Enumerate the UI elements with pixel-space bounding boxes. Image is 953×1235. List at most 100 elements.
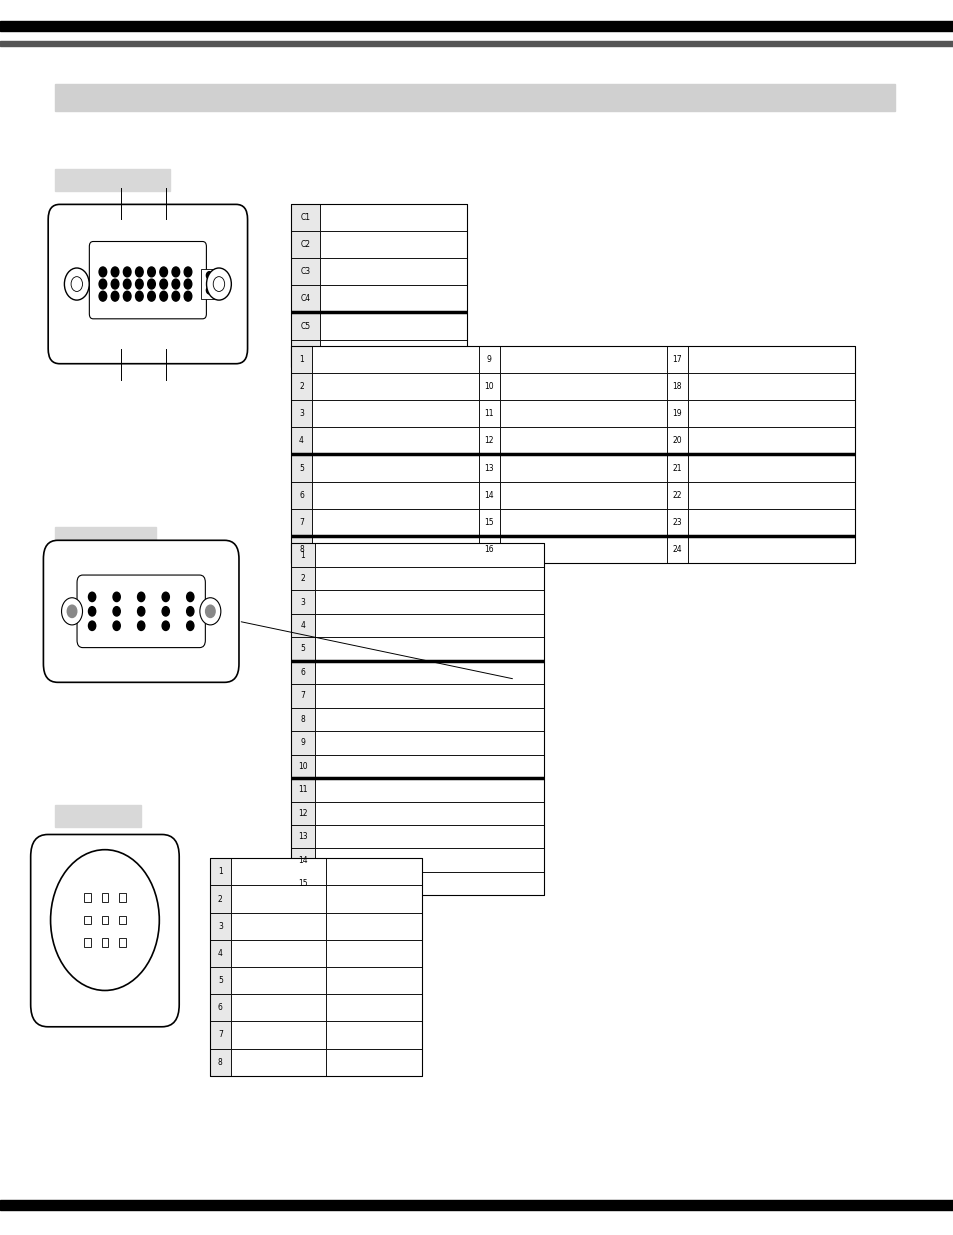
Text: 8: 8: [299, 545, 303, 555]
Text: 7: 7: [217, 1030, 223, 1040]
Bar: [291, 684, 314, 708]
Circle shape: [99, 279, 107, 289]
Bar: [478, 400, 499, 427]
Circle shape: [65, 268, 90, 300]
Text: 7: 7: [298, 517, 304, 527]
FancyBboxPatch shape: [49, 204, 248, 363]
Bar: [319, 285, 467, 312]
Bar: [291, 400, 312, 427]
Circle shape: [187, 621, 193, 630]
Text: 3: 3: [300, 598, 305, 606]
Bar: [666, 400, 687, 427]
Bar: [84, 916, 91, 924]
Text: 1: 1: [300, 551, 305, 559]
Bar: [499, 536, 666, 563]
Bar: [312, 400, 478, 427]
Bar: [687, 454, 854, 482]
Bar: [666, 536, 687, 563]
Bar: [314, 825, 543, 848]
Circle shape: [148, 291, 155, 301]
Bar: [312, 346, 478, 373]
Circle shape: [148, 267, 155, 277]
Bar: [291, 637, 314, 661]
Bar: [666, 346, 687, 373]
Bar: [326, 994, 421, 1021]
FancyBboxPatch shape: [77, 576, 205, 647]
Text: 4: 4: [217, 948, 223, 958]
Bar: [314, 590, 543, 614]
Bar: [314, 755, 543, 778]
Circle shape: [148, 279, 155, 289]
Bar: [687, 427, 854, 454]
Bar: [319, 312, 467, 340]
Text: 5: 5: [298, 463, 304, 473]
Circle shape: [135, 279, 143, 289]
Text: 3: 3: [217, 921, 223, 931]
Bar: [687, 373, 854, 400]
Bar: [499, 346, 666, 373]
Bar: [291, 454, 312, 482]
Bar: [231, 858, 326, 885]
Bar: [291, 567, 314, 590]
Bar: [231, 1049, 326, 1076]
Bar: [210, 913, 231, 940]
Bar: [314, 543, 543, 567]
Circle shape: [89, 621, 95, 630]
Text: 18: 18: [672, 382, 681, 391]
Bar: [314, 661, 543, 684]
Bar: [291, 346, 854, 563]
Bar: [119, 916, 126, 924]
Text: 2: 2: [300, 574, 305, 583]
Bar: [291, 373, 312, 400]
Bar: [291, 614, 314, 637]
Text: 3: 3: [298, 409, 304, 419]
Bar: [687, 509, 854, 536]
Text: 2: 2: [299, 382, 303, 391]
Circle shape: [99, 291, 107, 301]
Text: 19: 19: [672, 409, 681, 419]
Circle shape: [99, 267, 107, 277]
Circle shape: [137, 621, 145, 630]
Text: 20: 20: [672, 436, 681, 446]
Circle shape: [71, 277, 83, 291]
Bar: [478, 454, 499, 482]
Circle shape: [123, 279, 131, 289]
Circle shape: [160, 291, 168, 301]
Bar: [326, 913, 421, 940]
Bar: [499, 509, 666, 536]
Bar: [312, 482, 478, 509]
Text: 14: 14: [484, 490, 494, 500]
Text: 23: 23: [672, 517, 681, 527]
Bar: [319, 340, 467, 367]
Bar: [478, 509, 499, 536]
Bar: [210, 1021, 231, 1049]
Bar: [291, 872, 314, 895]
Circle shape: [61, 598, 83, 625]
Text: 6: 6: [217, 1003, 223, 1013]
Text: 4: 4: [300, 621, 305, 630]
Text: C4: C4: [300, 294, 310, 304]
Bar: [55, 169, 170, 191]
Bar: [312, 454, 478, 482]
Bar: [319, 204, 467, 231]
Bar: [231, 994, 326, 1021]
Bar: [291, 340, 319, 367]
Bar: [291, 731, 314, 755]
Circle shape: [184, 291, 192, 301]
Text: C2: C2: [300, 240, 310, 249]
FancyBboxPatch shape: [90, 242, 206, 319]
Bar: [314, 567, 543, 590]
Circle shape: [112, 267, 119, 277]
Text: 11: 11: [484, 409, 494, 419]
Bar: [119, 939, 126, 947]
Text: 6: 6: [298, 490, 304, 500]
Bar: [210, 994, 231, 1021]
Text: 4: 4: [298, 436, 304, 446]
Text: 16: 16: [484, 545, 494, 555]
Bar: [102, 939, 108, 947]
Bar: [210, 1049, 231, 1076]
Bar: [312, 536, 478, 563]
Bar: [291, 755, 314, 778]
Text: 6: 6: [300, 668, 305, 677]
Circle shape: [172, 291, 179, 301]
